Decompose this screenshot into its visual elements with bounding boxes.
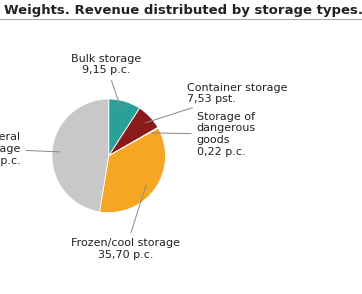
Text: Storage of
dangerous
goods
0,22 p.c.: Storage of dangerous goods 0,22 p.c. <box>152 112 256 157</box>
Wedge shape <box>100 128 165 213</box>
Wedge shape <box>109 99 140 156</box>
Wedge shape <box>109 127 158 156</box>
Text: Container storage
7,53 pst.: Container storage 7,53 pst. <box>145 83 288 123</box>
Wedge shape <box>52 99 109 212</box>
Text: Bulk storage
9,15 p.c.: Bulk storage 9,15 p.c. <box>71 54 141 108</box>
Wedge shape <box>109 108 158 156</box>
Text: Frozen/cool storage
35,70 p.c.: Frozen/cool storage 35,70 p.c. <box>71 185 180 260</box>
Text: Weights. Revenue distributed by storage types. Per cent: Weights. Revenue distributed by storage … <box>4 4 362 17</box>
Text: General
storage
47,41 p.c.: General storage 47,41 p.c. <box>0 132 59 166</box>
